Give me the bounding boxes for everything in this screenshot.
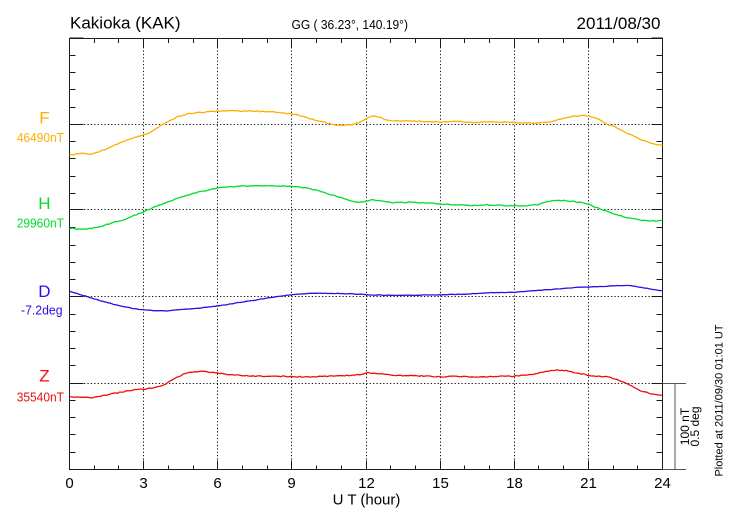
svg-text:18: 18 bbox=[506, 475, 523, 492]
svg-text:-7.2deg: -7.2deg bbox=[21, 303, 63, 318]
svg-text:0.5 deg: 0.5 deg bbox=[688, 406, 702, 446]
svg-text:100 nT: 100 nT bbox=[678, 407, 692, 445]
svg-text:24: 24 bbox=[654, 475, 671, 492]
svg-text:2011/08/30: 2011/08/30 bbox=[577, 14, 661, 33]
svg-text:29960nT: 29960nT bbox=[17, 216, 64, 231]
svg-text:Plotted at 2011/09/30 01:01 UT: Plotted at 2011/09/30 01:01 UT bbox=[714, 324, 726, 476]
svg-text:9: 9 bbox=[287, 475, 295, 492]
svg-text:U T (hour): U T (hour) bbox=[333, 492, 401, 509]
svg-text:D: D bbox=[38, 282, 50, 301]
svg-text:6: 6 bbox=[213, 475, 221, 492]
svg-text:Kakioka (KAK): Kakioka (KAK) bbox=[70, 13, 181, 32]
svg-text:0: 0 bbox=[65, 475, 73, 492]
svg-text:35540nT: 35540nT bbox=[17, 390, 64, 405]
svg-text:3: 3 bbox=[139, 475, 147, 492]
svg-text:GG ( 36.23°, 140.19°): GG ( 36.23°, 140.19°) bbox=[292, 17, 409, 32]
svg-text:H: H bbox=[38, 194, 50, 213]
svg-text:46490nT: 46490nT bbox=[17, 130, 64, 145]
svg-text:F: F bbox=[39, 109, 49, 128]
svg-text:15: 15 bbox=[432, 475, 449, 492]
svg-text:21: 21 bbox=[580, 475, 597, 492]
svg-text:12: 12 bbox=[358, 475, 375, 492]
svg-text:Z: Z bbox=[39, 367, 49, 386]
